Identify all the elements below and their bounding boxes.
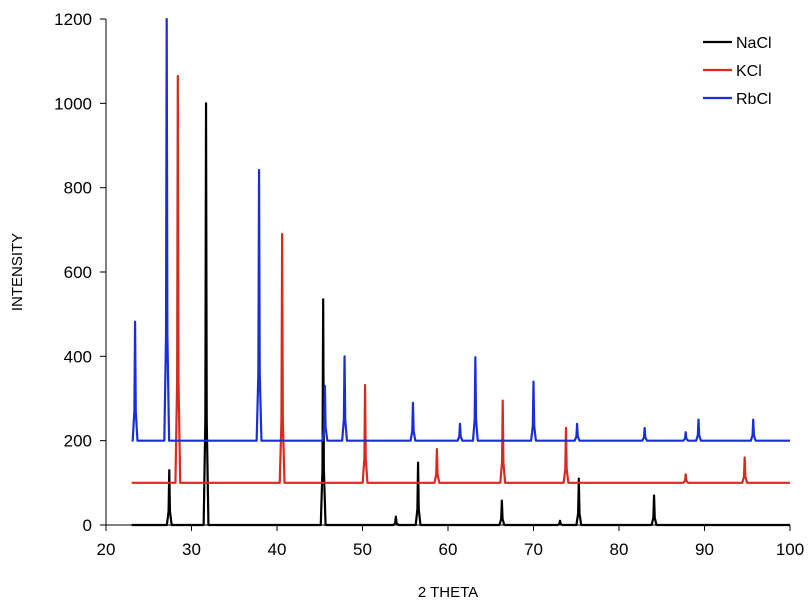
x-tick-label: 40 <box>268 540 287 559</box>
peak-point <box>364 384 366 386</box>
y-tick-label: 1000 <box>54 94 92 113</box>
y-tick-label: 0 <box>83 516 92 535</box>
peak-point <box>343 355 346 357</box>
series-line-rbcl <box>131 17 790 442</box>
peak-point <box>177 75 179 77</box>
x-tick-label: 80 <box>610 540 629 559</box>
x-tick-label: 90 <box>695 540 714 559</box>
peak-point <box>322 298 324 301</box>
x-tick-label: 60 <box>439 540 458 559</box>
peak-point <box>653 494 655 497</box>
x-tick-label: 20 <box>97 540 116 559</box>
y-tick-label: 600 <box>64 263 92 282</box>
peak-point <box>168 469 170 471</box>
legend-label-rbcl: RbCl <box>736 91 772 108</box>
series-line-kcl <box>131 74 790 484</box>
series-layer <box>131 17 790 527</box>
x-tick-label: 30 <box>182 540 201 559</box>
y-tick-label: 1200 <box>54 10 92 29</box>
peak-point <box>502 400 504 402</box>
peak-point <box>436 448 438 450</box>
peak-point <box>501 499 503 502</box>
peak-point <box>578 478 580 480</box>
x-tick-label: 70 <box>524 540 543 559</box>
peak-point <box>697 418 700 421</box>
y-tick-label: 200 <box>64 432 92 451</box>
peak-point <box>685 431 687 433</box>
y-tick-label: 400 <box>64 347 92 366</box>
peak-point <box>324 385 326 387</box>
x-tick-label: 50 <box>353 540 372 559</box>
peak-point <box>395 515 397 518</box>
series-nacl <box>131 102 790 527</box>
peak-point <box>134 321 136 323</box>
peak-point <box>166 18 168 20</box>
peak-point <box>565 427 567 429</box>
peak-point <box>644 427 646 429</box>
legend: NaCl KCl RbCl <box>703 35 772 108</box>
peak-point <box>685 473 687 475</box>
y-tick-label: 800 <box>64 179 92 198</box>
y-axis-title: INTENSITY <box>9 233 26 311</box>
peak-point <box>412 402 414 404</box>
x-tick-label: 100 <box>776 540 804 559</box>
peak-point <box>532 381 535 383</box>
series-line-nacl <box>131 102 790 527</box>
peak-point <box>205 102 207 104</box>
legend-label-kcl: KCl <box>736 63 762 80</box>
peak-point <box>281 233 283 235</box>
peak-point <box>559 520 561 522</box>
axes: 0 200 400 600 800 1000 1200 20 30 40 50 60 70 80 90 100 <box>54 10 804 559</box>
peak-point <box>744 456 746 459</box>
peak-point <box>752 418 754 421</box>
peak-point <box>576 423 578 425</box>
peak-point <box>258 169 260 171</box>
series-kcl <box>131 74 790 484</box>
x-axis-title: 2 THETA <box>418 584 478 601</box>
peak-point <box>417 461 419 464</box>
series-rbcl <box>131 17 790 442</box>
legend-label-nacl: NaCl <box>736 35 772 52</box>
peak-point <box>459 423 461 425</box>
peak-point <box>474 356 476 358</box>
